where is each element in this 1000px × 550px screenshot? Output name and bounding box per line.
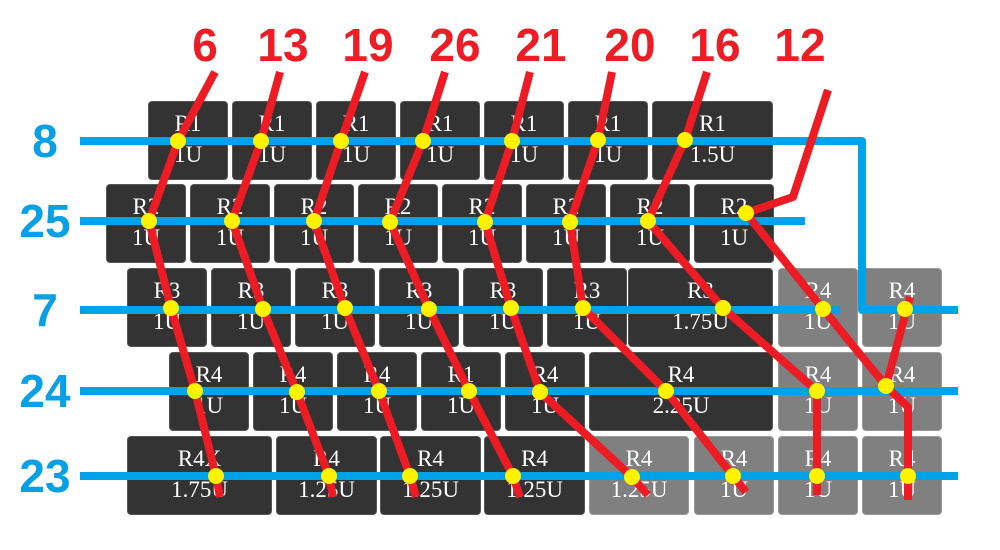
switch-node [809, 383, 825, 399]
switch-node [815, 301, 831, 317]
col-pin-label: 13 [257, 19, 309, 71]
switch-node [382, 214, 398, 230]
column-wire [228, 70, 337, 498]
column-wire [145, 70, 224, 498]
switch-node [255, 301, 271, 317]
switch-node [402, 468, 418, 484]
column-wire [742, 88, 912, 500]
switch-node [141, 213, 157, 229]
switch-node [532, 384, 548, 400]
switch-node [187, 383, 203, 399]
col-pin-label: 26 [429, 19, 481, 71]
switch-node [337, 300, 353, 316]
switch-node [371, 383, 387, 399]
switch-node [289, 384, 305, 400]
switch-node [503, 300, 519, 316]
switch-node [505, 468, 521, 484]
switch-node [677, 132, 693, 148]
switch-node [590, 132, 606, 148]
key-size-label: 1U [425, 142, 455, 167]
key-row-label: R4 [521, 446, 548, 471]
row-wire [80, 137, 958, 314]
switch-node [658, 383, 674, 399]
switch-node [306, 213, 322, 229]
switch-node [809, 468, 825, 484]
switch-node [562, 214, 578, 230]
col-pin-label: 12 [774, 19, 826, 71]
row-pin-label: 25 [19, 195, 71, 247]
switch-node [170, 133, 186, 149]
row-pin-label: 7 [32, 284, 58, 336]
row-pin-label: 24 [19, 365, 71, 417]
switch-node [477, 214, 493, 230]
switch-node [163, 300, 179, 316]
switch-node [461, 383, 477, 399]
switch-node [208, 468, 224, 484]
switch-node [253, 133, 269, 149]
switch-node [900, 468, 916, 484]
switch-node [897, 301, 913, 317]
column-wire [310, 70, 420, 499]
switch-node [624, 469, 640, 485]
switch-node [224, 213, 240, 229]
key-row-label: R4 [417, 446, 444, 471]
row-pin-label: 8 [32, 115, 58, 167]
key-size-label: 1.5U [689, 142, 736, 167]
switch-node [504, 133, 520, 149]
key-row-label: R4 [667, 362, 695, 387]
key-size-label: 1U [719, 225, 749, 250]
switch-node [421, 301, 437, 317]
col-pin-label: 20 [604, 19, 656, 71]
key-row-label: R4 [195, 362, 223, 387]
key-row-label: R4 [625, 446, 653, 471]
switch-node [738, 205, 754, 221]
switch-node [415, 133, 431, 149]
switch-node [321, 468, 337, 484]
col-pin-label: 21 [515, 19, 567, 71]
row-pin-label: 23 [19, 450, 71, 502]
switch-node [725, 468, 741, 484]
switch-node [575, 300, 591, 316]
switch-node [715, 300, 731, 316]
col-pin-label: 6 [192, 19, 218, 71]
column-wire [644, 70, 821, 495]
col-pin-label: 16 [689, 19, 741, 71]
key-row-label: R1 [699, 111, 726, 136]
switch-node [333, 133, 349, 149]
switch-node [640, 213, 656, 229]
switch-node [878, 378, 894, 394]
col-pin-label: 19 [342, 19, 394, 71]
